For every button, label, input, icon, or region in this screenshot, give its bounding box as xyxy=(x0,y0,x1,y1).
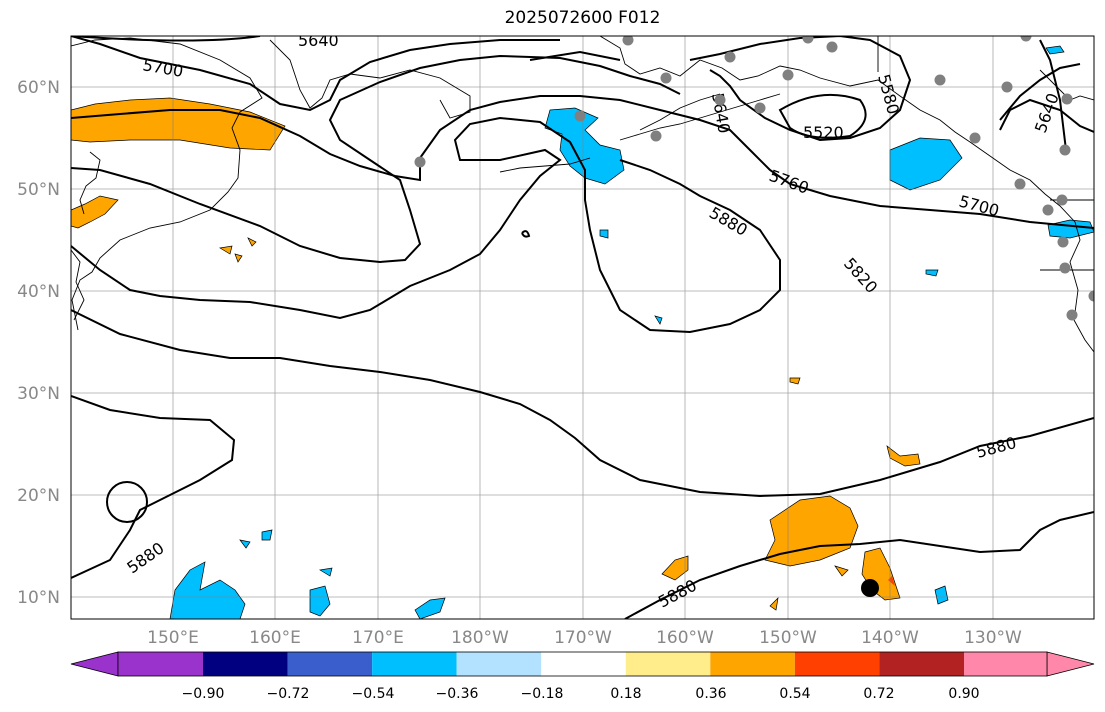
colorbar-cell xyxy=(372,652,457,676)
colorbar-cell xyxy=(879,652,964,676)
lat-label: 30°N xyxy=(17,384,60,404)
colorbar-tick-label: 0.54 xyxy=(779,686,810,702)
contour-label-5640a: 5640 xyxy=(298,31,339,50)
lon-label: 140°W xyxy=(861,628,919,648)
colorbar-cell xyxy=(625,652,711,676)
lat-label: 50°N xyxy=(17,180,60,200)
storm-center-marker xyxy=(861,579,879,597)
blue-shading xyxy=(169,45,1094,619)
colorbar-cell xyxy=(541,652,626,676)
map-title: 2025072600 F012 xyxy=(504,8,661,28)
colorbar-tick-label: 0.18 xyxy=(610,686,641,702)
colorbar-extend-low xyxy=(70,651,119,677)
colorbar-cell xyxy=(203,652,288,676)
map-plot: 5640 5700 5640 5520 5580 5640 5760 5700 … xyxy=(71,31,1094,619)
colorbar-cell xyxy=(118,652,203,676)
contour-label-5520: 5520 xyxy=(803,123,844,142)
colorbar-tick-label: −0.90 xyxy=(182,686,225,702)
colorbar-frame xyxy=(117,651,1048,677)
lon-label: 150°W xyxy=(759,628,817,648)
latitude-axis: 60°N 50°N 40°N 30°N 20°N 10°N xyxy=(17,78,60,608)
lon-label: 170°E xyxy=(352,628,404,648)
height-contours xyxy=(71,36,1094,619)
colorbar-cell xyxy=(710,652,795,676)
colorbar-cell xyxy=(456,652,542,676)
colorbar-tick-label: −0.36 xyxy=(436,686,479,702)
colorbar-extend-high xyxy=(1046,651,1095,677)
lat-label: 40°N xyxy=(17,282,60,302)
colorbar-tick-label: 0.90 xyxy=(948,686,979,702)
colorbar-cell xyxy=(287,652,373,676)
lon-label: 160°E xyxy=(249,628,301,648)
lat-label: 10°N xyxy=(17,588,60,608)
lon-label: 160°W xyxy=(656,628,714,648)
colorbar-tick-label: −0.54 xyxy=(352,686,395,702)
colorbar-cell xyxy=(794,652,880,676)
colorbar-tick-label: −0.18 xyxy=(521,686,564,702)
plot-frame xyxy=(70,35,1095,620)
coastlines xyxy=(71,36,1094,353)
lon-label: 150°E xyxy=(147,628,199,648)
lon-label: 180°W xyxy=(451,628,509,648)
colorbar: −0.90 −0.72 −0.54 −0.36 −0.18 0.18 0.36 … xyxy=(70,651,1095,702)
colorbar-tick-label: 0.72 xyxy=(863,686,894,702)
lon-label: 130°W xyxy=(964,628,1022,648)
lat-label: 20°N xyxy=(17,486,60,506)
lat-label: 60°N xyxy=(17,78,60,98)
colorbar-tick-label: −0.72 xyxy=(267,686,310,702)
lon-label: 170°W xyxy=(554,628,612,648)
graticule xyxy=(71,36,1094,619)
station-markers xyxy=(414,36,1094,321)
colorbar-tick-label: 0.36 xyxy=(695,686,726,702)
longitude-axis: 150°E 160°E 170°E 180°W 170°W 160°W 150°… xyxy=(147,628,1022,648)
colorbar-cell xyxy=(964,652,1047,676)
